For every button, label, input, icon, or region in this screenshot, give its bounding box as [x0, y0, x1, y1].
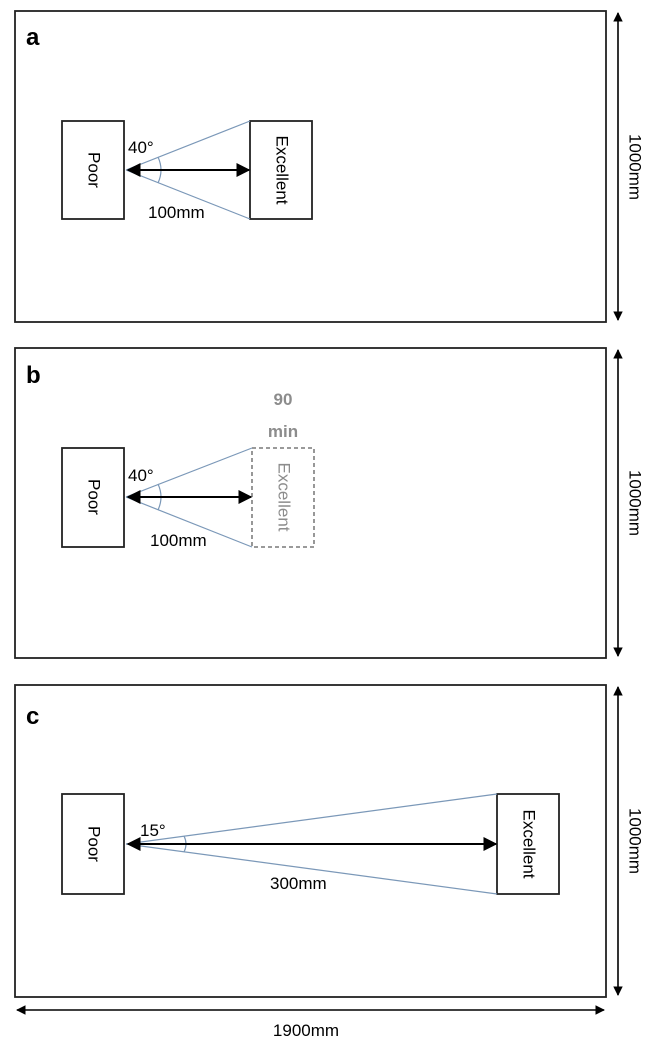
panel-a-excellent-box: [249, 120, 313, 220]
panel-b-poor-label: Poor: [85, 479, 104, 515]
panel-c-angle-label: 15°: [140, 821, 166, 840]
panel-a-upper-ray: [125, 120, 251, 171]
width-label: 1900mm: [273, 1021, 339, 1040]
panel-c-letter: c: [26, 703, 39, 730]
panel-a-poor-label: Poor: [85, 152, 104, 188]
panel-a-height-label: 1000mm: [626, 134, 645, 200]
panel-b: b Poor Excellent 40° 100mm 90 min 1000mm: [14, 347, 645, 659]
panel-c: c Poor Excellent 15° 300mm 1000mm: [14, 684, 645, 998]
panel-c-poor-box: [61, 793, 125, 895]
panel-c-distance-label: 300mm: [270, 874, 327, 893]
panel-b-height-label: 1000mm: [626, 470, 645, 536]
panel-b-lower-ray: [125, 496, 253, 548]
panel-a-lower-ray: [125, 169, 251, 220]
panel-c-excellent-label: Excellent: [520, 810, 539, 879]
panel-b-upper-ray: [125, 447, 253, 498]
panel-a-frame: [14, 10, 607, 323]
panel-a: a Poor Excellent 40° 100mm 1000mm: [14, 10, 645, 323]
panel-c-frame: [14, 684, 607, 998]
panel-c-excellent-box: [496, 793, 560, 895]
panel-a-distance-label: 100mm: [148, 203, 205, 222]
panel-c-upper-ray: [125, 793, 498, 845]
panel-b-excellent-label: Excellent: [275, 463, 294, 532]
panel-b-letter: b: [26, 362, 41, 389]
panel-a-angle-label: 40°: [128, 138, 154, 157]
panel-b-distance-label: 100mm: [150, 531, 207, 550]
panel-a-excellent-label: Excellent: [273, 136, 292, 205]
panel-b-angle-label: 40°: [128, 466, 154, 485]
panel-b-frame: [14, 347, 607, 659]
panel-c-height-label: 1000mm: [626, 808, 645, 874]
panel-b-duration-line2: min: [268, 422, 298, 441]
panel-c-lower-ray: [125, 843, 498, 895]
panel-b-duration-line1: 90: [274, 390, 293, 409]
panel-c-poor-label: Poor: [85, 826, 104, 862]
panel-b-poor-box: [61, 447, 125, 548]
panel-a-letter: a: [26, 24, 40, 51]
panel-a-poor-box: [61, 120, 125, 220]
panel-b-excellent-box-dashed: [251, 447, 315, 548]
